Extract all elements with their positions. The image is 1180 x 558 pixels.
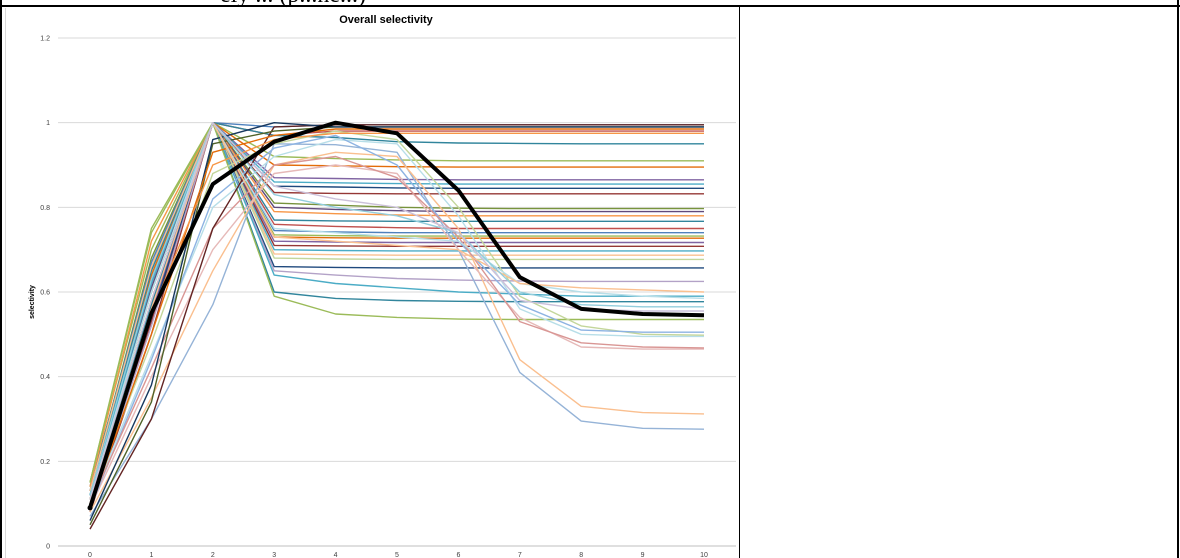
x-tick-labels: 0 1 2 3 4 5 6 7 8 9 10 (88, 552, 708, 558)
series-line (89, 155, 705, 504)
gridlines (58, 37, 736, 547)
y-axis-label: selectivity (29, 285, 36, 319)
x-tick-label: 8 (579, 552, 583, 558)
x-tick-label: 2 (211, 552, 215, 558)
series-line (89, 121, 704, 483)
cropped-header-text: ely ... (p...ne...) (220, 0, 366, 9)
series-line (89, 143, 705, 517)
series-line (89, 121, 704, 521)
series-line (89, 151, 705, 513)
y-tick-labels: 0 0.2 0.4 0.6 0.8 1 1.2 (40, 36, 50, 551)
table-border-right (1177, 0, 1179, 558)
table-cell-divider (739, 5, 740, 558)
y-tick-label: 0 (46, 544, 50, 551)
series-line (89, 134, 704, 509)
x-tick-label: 0 (88, 552, 92, 558)
chart-title: Overall selectivity (339, 14, 433, 26)
x-tick-label: 1 (149, 552, 153, 558)
x-tick-label: 10 (700, 552, 708, 558)
x-tick-label: 9 (641, 552, 645, 558)
series-line (89, 121, 704, 487)
highlight-series (87, 120, 705, 511)
y-tick-label: 0.4 (40, 374, 50, 381)
y-tick-label: 1.2 (40, 36, 50, 43)
table-border-left (0, 0, 2, 558)
series-line (89, 121, 704, 513)
chart-container: 0 0.2 0.4 0.6 0.8 1 1.2 0 1 2 3 4 5 6 7 8 9 10 Overall s… (5, 8, 738, 558)
series-lines (89, 121, 705, 530)
series-line (89, 138, 704, 504)
selectivity-chart: 0 0.2 0.4 0.6 0.8 1 1.2 0 1 2 3 4 5 6 7 8 9 10 Overall s… (29, 14, 736, 558)
x-tick-label: 5 (395, 552, 399, 558)
x-tick-label: 6 (456, 552, 460, 558)
series-line (89, 121, 704, 483)
highlight-start-point (87, 505, 93, 511)
highlight-line (88, 120, 705, 509)
y-tick-label: 0.8 (40, 205, 50, 212)
series-line (89, 121, 705, 504)
x-tick-label: 4 (334, 552, 338, 558)
table-border-top (0, 5, 1180, 7)
x-tick-label: 7 (518, 552, 522, 558)
series-line (89, 121, 704, 509)
series-line (89, 121, 705, 500)
series-line (89, 121, 704, 496)
y-tick-label: 0.6 (40, 290, 50, 297)
y-tick-label: 1 (46, 120, 50, 127)
series-line (89, 121, 704, 483)
series-line (89, 121, 704, 492)
x-tick-label: 3 (272, 552, 276, 558)
series-line (89, 121, 704, 504)
y-tick-label: 0.2 (40, 459, 50, 466)
series-line (89, 124, 704, 530)
